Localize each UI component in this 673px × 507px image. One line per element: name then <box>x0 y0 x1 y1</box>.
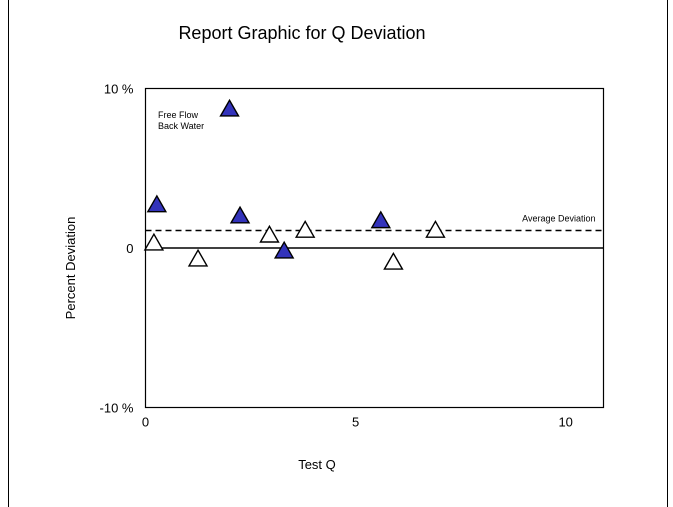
legend: Free Flow Back Water <box>158 110 204 131</box>
free-flow-point <box>146 194 168 213</box>
back-water-point <box>187 248 209 267</box>
x-tick-label: 10 <box>558 415 572 430</box>
x-tick-label: 5 <box>352 415 359 430</box>
chart-title: Report Graphic for Q Deviation <box>178 23 425 43</box>
free-flow-point <box>229 205 251 224</box>
plot-area: Average Deviation 0 5 10 10 % 0 -10 % <box>100 82 605 430</box>
free-flow-point <box>219 98 240 117</box>
back-water-point <box>425 220 446 238</box>
free-flow-point <box>273 240 295 259</box>
legend-label-back-water: Back Water <box>158 121 204 131</box>
legend-label-free-flow: Free Flow <box>158 110 199 120</box>
y-tick-label: 0 <box>126 241 133 256</box>
y-tick-label: -10 % <box>100 401 134 416</box>
free-flow-point <box>370 210 392 229</box>
y-axis-label: Percent Deviation <box>63 217 78 320</box>
back-water-point <box>383 251 404 270</box>
x-axis-label: Test Q <box>298 457 336 472</box>
back-water-point <box>143 232 165 251</box>
back-water-point <box>259 224 280 243</box>
y-tick-label: 10 % <box>104 82 134 97</box>
back-water-point <box>294 220 316 238</box>
x-tick-label: 0 <box>142 415 149 430</box>
average-deviation-label: Average Deviation <box>522 213 595 223</box>
